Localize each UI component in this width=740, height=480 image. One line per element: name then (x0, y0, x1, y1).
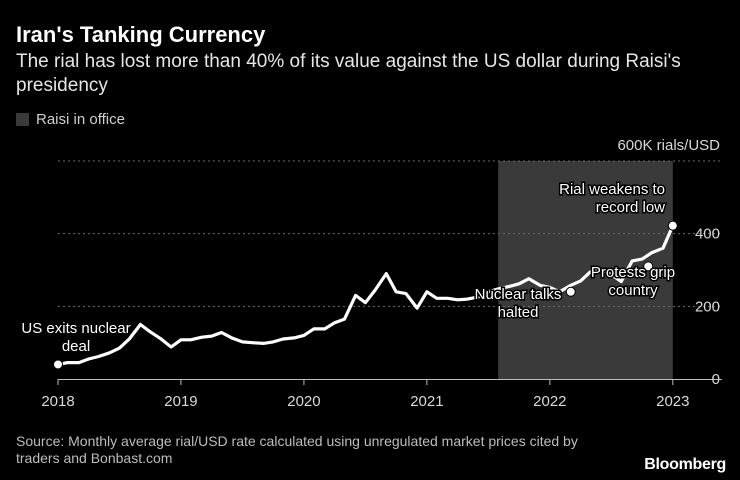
legend: Raisi in office (16, 111, 125, 128)
y-tick-label: 200 (695, 298, 720, 315)
data-point-marker (53, 359, 63, 370)
x-tick-label: 2023 (656, 393, 689, 410)
annotation-label: Protests grip country (591, 264, 675, 299)
source-note: Source: Monthly average rial/USD rate ca… (16, 433, 578, 466)
annotation-label: US exits nuclear deal (21, 320, 130, 355)
data-point-marker (667, 220, 678, 231)
x-tick-label: 2020 (287, 393, 320, 410)
legend-swatch (16, 113, 29, 126)
data-point-marker (565, 286, 576, 297)
x-tick-label: 2018 (41, 393, 74, 410)
annotation-label: Rial weakens to record low (559, 181, 665, 216)
series-line (56, 224, 675, 367)
annotation-label: Nuclear talks halted (475, 286, 562, 321)
y-tick-label: 400 (695, 226, 720, 243)
data-point-marker (643, 261, 654, 272)
x-tick-label: 2021 (410, 393, 443, 410)
legend-label: Raisi in office (36, 111, 125, 128)
raisi-shaded-region (498, 161, 673, 379)
bloomberg-logo: Bloomberg (644, 456, 726, 473)
x-tick-label: 2019 (164, 393, 197, 410)
chart-title: Iran's Tanking Currency (16, 22, 266, 47)
chart-subtitle: The rial has lost more than 40% of its v… (16, 51, 681, 96)
x-tick-label: 2022 (533, 393, 566, 410)
y-tick-label: 600K rials/USD (617, 137, 720, 154)
